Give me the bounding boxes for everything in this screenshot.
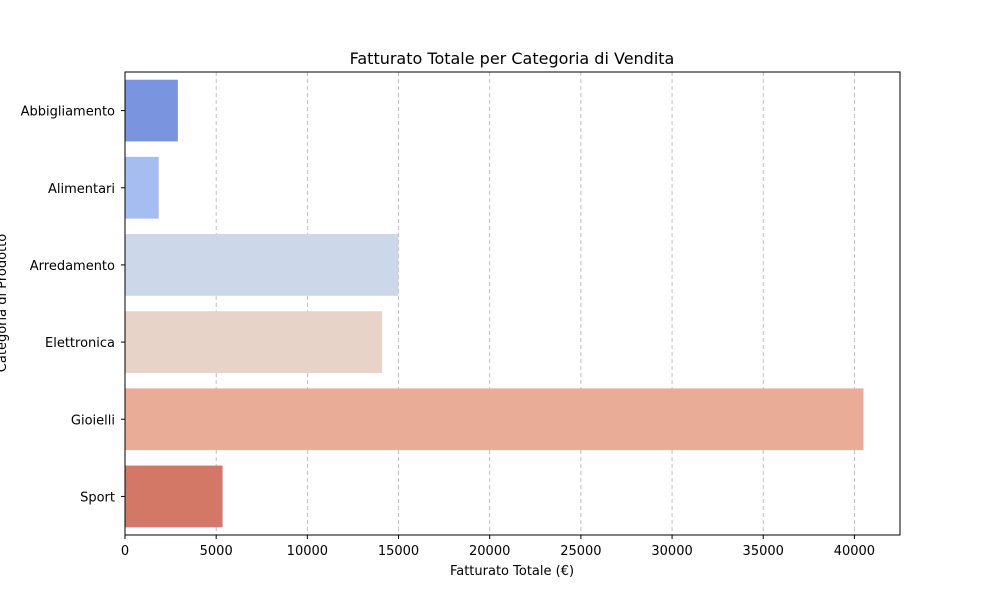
x-axis-label: Fatturato Totale (€) (450, 564, 574, 579)
y-tick-label-arredamento: Arredamento (30, 259, 115, 274)
bar-elettronica (125, 311, 383, 373)
x-tick-label-4: 20000 (469, 544, 510, 559)
y-ticks: Abbigliamento Alimentari Arredamento Elettr… (21, 105, 125, 505)
x-tick-label-2: 10000 (287, 544, 328, 559)
x-tick-label-0: 0 (121, 544, 129, 559)
y-tick-label-gioielli: Gioielli (71, 413, 115, 428)
y-tick-label-elettronica: Elettronica (45, 336, 115, 351)
chart-title: Fatturato Totale per Categoria di Vendit… (350, 49, 675, 68)
bar-abbigliamento (125, 79, 178, 142)
x-gridlines (215, 72, 855, 535)
x-tick-label-1: 5000 (200, 544, 233, 559)
y-tick-label-alimentari: Alimentari (48, 182, 115, 197)
x-tick-label-6: 30000 (651, 544, 692, 559)
y-tick-label-abbigliamento: Abbigliamento (21, 105, 115, 120)
y-tick-label-sport: Sport (80, 490, 115, 505)
x-ticks: 0 5000 10000 15000 20000 25000 30000 35000 40000 (121, 535, 875, 559)
bar-sport (125, 465, 223, 528)
x-tick-label-7: 35000 (743, 544, 784, 559)
bar-gioielli (125, 388, 864, 451)
bar-arredamento (125, 234, 399, 296)
x-tick-label-3: 15000 (378, 544, 419, 559)
bars (125, 79, 864, 528)
bar-alimentari (125, 156, 159, 219)
y-axis-label: Categoria di Prodotto (0, 234, 10, 372)
plot-frame (124, 71, 901, 536)
x-tick-label-8: 40000 (834, 544, 875, 559)
x-tick-label-5: 25000 (560, 544, 601, 559)
